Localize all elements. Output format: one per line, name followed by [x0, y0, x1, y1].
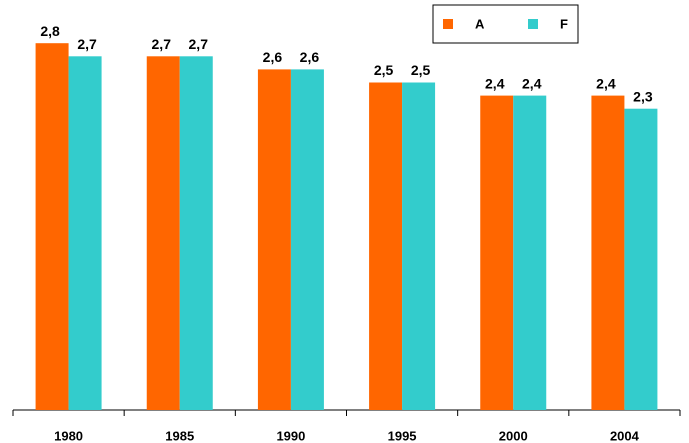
- value-label: 2,4: [522, 75, 542, 91]
- legend-label: A: [475, 16, 485, 31]
- x-tick-label: 1985: [165, 428, 194, 443]
- legend-swatch: [443, 19, 453, 29]
- value-label: 2,4: [485, 75, 505, 91]
- x-tick-label: 1990: [276, 428, 305, 443]
- bar: [35, 43, 69, 410]
- x-tick-label: 2004: [610, 428, 640, 443]
- x-tick-label: 2000: [499, 428, 528, 443]
- bar: [290, 69, 324, 411]
- value-label: 2,5: [374, 62, 394, 78]
- bar: [179, 56, 213, 411]
- bar: [369, 82, 403, 410]
- bar: [624, 108, 658, 410]
- value-label: 2,8: [40, 23, 60, 39]
- bar: [146, 56, 180, 411]
- value-label: 2,3: [633, 88, 653, 104]
- x-tick-label: 1980: [54, 428, 83, 443]
- legend-swatch: [528, 19, 538, 29]
- x-tick-label: 1995: [388, 428, 417, 443]
- legend-box: [432, 4, 579, 44]
- value-label: 2,5: [411, 62, 431, 78]
- bar: [513, 95, 547, 410]
- value-label: 2,7: [189, 36, 209, 52]
- value-label: 2,4: [596, 75, 616, 91]
- bar: [480, 95, 514, 410]
- bar: [257, 69, 291, 411]
- bar: [68, 56, 102, 411]
- bar: [591, 95, 625, 410]
- value-label: 2,6: [263, 49, 283, 65]
- value-label: 2,6: [300, 49, 320, 65]
- value-label: 2,7: [77, 36, 97, 52]
- legend-label: F: [560, 16, 568, 31]
- bar: [402, 82, 436, 410]
- value-label: 2,7: [152, 36, 172, 52]
